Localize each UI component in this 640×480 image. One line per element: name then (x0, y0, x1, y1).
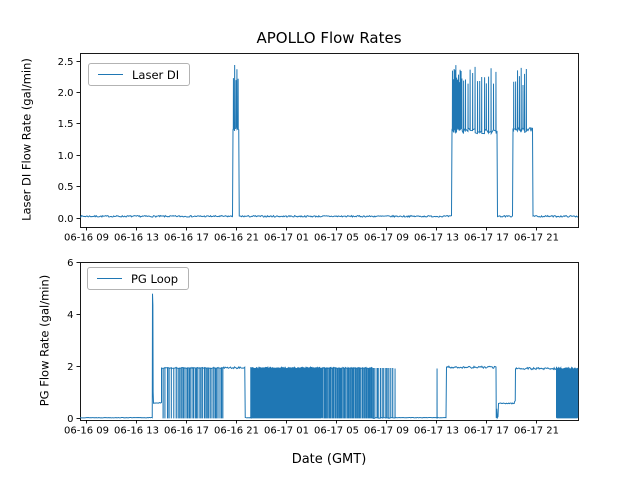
y-tick-label: 0 (67, 414, 73, 425)
x-tick-label: 06-16 09 (64, 426, 109, 437)
x-tick-label: 06-17 13 (414, 426, 459, 437)
legend-pg-loop: PG Loop (87, 267, 190, 290)
legend-line-sample-pg-loop (97, 278, 122, 279)
x-tick-label: 06-16 21 (214, 426, 259, 437)
y-axis-label-pg-loop: PG Flow Rate (gal/min) (37, 274, 52, 407)
x-tick-label: 06-17 21 (514, 233, 559, 244)
y-tick-label: 1.0 (58, 151, 74, 162)
y-tick-label: 4 (67, 310, 73, 321)
x-tick-label: 06-16 17 (164, 233, 209, 244)
figure-title: APOLLO Flow Rates (256, 29, 402, 47)
x-tick-label: 06-17 17 (464, 426, 509, 437)
x-tick-label: 06-16 13 (114, 233, 159, 244)
legend-line-sample-laser-di (98, 74, 123, 75)
y-tick-label: 6 (67, 258, 73, 269)
x-tick-label: 06-17 21 (514, 426, 559, 437)
x-tick-label: 06-17 01 (264, 233, 309, 244)
x-tick-label: 06-17 13 (414, 233, 459, 244)
y-tick-label: 2.0 (58, 88, 74, 99)
series-line-laser-di (79, 65, 579, 219)
x-tick-label: 06-16 21 (214, 233, 259, 244)
y-tick-label: 1.5 (58, 119, 74, 130)
y-tick-label: 2 (67, 362, 73, 373)
series-line-pg-loop (79, 293, 579, 420)
x-tick-label: 06-17 17 (464, 233, 509, 244)
legend-label-pg-loop: PG Loop (131, 271, 179, 286)
x-tick-label: 06-17 09 (364, 426, 409, 437)
x-tick-label: 06-16 17 (164, 426, 209, 437)
x-tick-label: 06-16 09 (64, 233, 109, 244)
x-tick-label: 06-17 05 (314, 233, 359, 244)
x-axis-label: Date (GMT) (291, 452, 367, 467)
x-tick-label: 06-16 13 (114, 426, 159, 437)
x-tick-label: 06-17 01 (264, 426, 309, 437)
axes-laser-di: 06-16 09 06-16 13 06-16 17 06-16 21 06-17 01… (58, 53, 579, 244)
y-axis-label-laser-di: Laser DI Flow Rate (gal/min) (19, 58, 34, 221)
y-tick-label: 0.5 (58, 182, 74, 193)
x-tick-label: 06-17 09 (364, 233, 409, 244)
axes-frame (80, 53, 579, 228)
legend-laser-di: Laser DI (88, 63, 191, 86)
y-tick-label: 0.0 (58, 214, 74, 225)
legend-label-laser-di: Laser DI (132, 67, 180, 82)
x-tick-label: 06-17 05 (314, 426, 359, 437)
axes-frame (80, 262, 579, 421)
axes-pg-loop: 06-16 09 06-16 13 06-16 17 06-16 21 06-17 01… (64, 258, 579, 437)
y-tick-label: 2.5 (58, 57, 74, 68)
